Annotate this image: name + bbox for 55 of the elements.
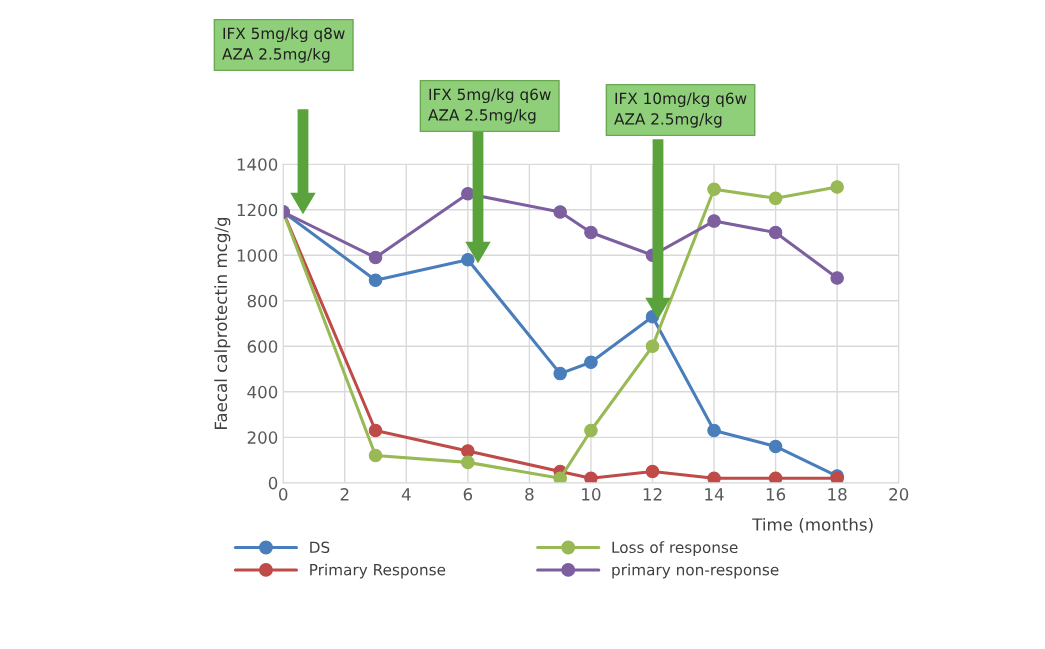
- y-tick-label: 400: [247, 385, 278, 399]
- point: [830, 271, 844, 285]
- legend-label: DS: [310, 541, 330, 554]
- x-tick-label: 14: [705, 488, 724, 501]
- point: [584, 355, 598, 369]
- legend-label: Primary Response: [310, 563, 446, 579]
- x-tick-label: 10: [582, 488, 601, 501]
- y-tick-label: 1000: [237, 249, 278, 262]
- point: [645, 339, 660, 354]
- point: [553, 471, 567, 483]
- x-tick-label: 2: [340, 488, 349, 501]
- x-tick-label: 6: [463, 488, 473, 501]
- legend-label: primary non-response: [612, 563, 779, 579]
- point: [368, 423, 383, 438]
- point: [768, 225, 783, 240]
- point: [768, 191, 783, 206]
- point: [645, 464, 660, 479]
- y-tick-label: 1200: [237, 203, 278, 217]
- y-tick-label: 800: [247, 294, 278, 308]
- y-tick-label: 0: [268, 476, 278, 490]
- point: [830, 180, 844, 194]
- y-axis-title: Faecal calprotectin mcg/g: [214, 217, 231, 430]
- point: [461, 187, 475, 201]
- x-tick-label: 20: [889, 488, 909, 501]
- text: IFX 5mg/kg q8w AZA 2.5mg/kg: [222, 27, 345, 63]
- point: [707, 182, 721, 196]
- x-axis-title: Time (months): [752, 517, 873, 533]
- point: [584, 225, 598, 240]
- point: [553, 366, 567, 381]
- x-tick-label: 12: [643, 488, 662, 501]
- point: [368, 448, 383, 463]
- point: [368, 273, 383, 288]
- x-tick-label: 16: [766, 488, 786, 501]
- point: [707, 423, 721, 438]
- x-tick-label: 18: [828, 488, 847, 501]
- point: [584, 471, 598, 483]
- point: [768, 471, 783, 483]
- x-tick-label: 8: [525, 488, 534, 501]
- point: [707, 214, 721, 228]
- point: [707, 471, 721, 483]
- point: [461, 253, 475, 267]
- legend-label: Loss of response: [612, 541, 738, 556]
- y-tick-label: 600: [247, 340, 278, 353]
- y-tick-label: 200: [247, 431, 278, 444]
- x-tick-label: 4: [401, 488, 411, 501]
- text: IFX 10mg/kg q6w AZA 2.5mg/kg: [614, 92, 747, 128]
- point: [461, 444, 475, 458]
- point: [553, 205, 567, 219]
- point: [368, 250, 383, 265]
- x-tick-label: 0: [278, 488, 288, 501]
- y-tick-label: 1400: [237, 158, 278, 171]
- point: [768, 439, 783, 454]
- point: [584, 423, 598, 438]
- point: [461, 455, 475, 470]
- text: IFX 5mg/kg q6w AZA 2.5mg/kg: [428, 88, 551, 124]
